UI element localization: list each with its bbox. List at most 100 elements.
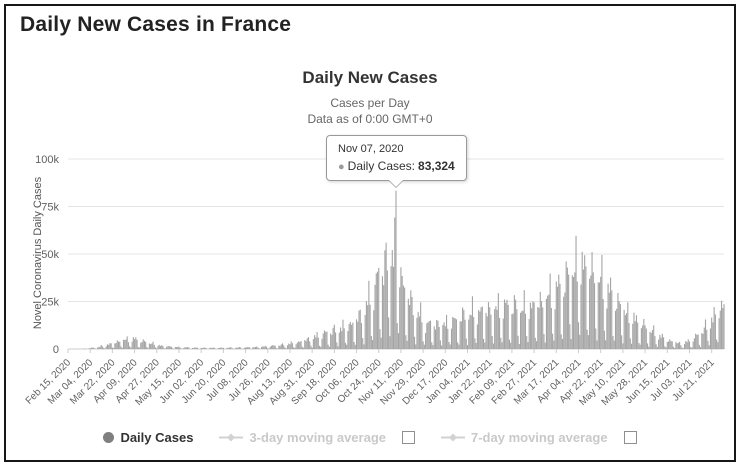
- bar[interactable]: [434, 329, 437, 349]
- bar[interactable]: [708, 345, 710, 349]
- bar[interactable]: [712, 322, 714, 349]
- bar[interactable]: [591, 252, 593, 349]
- bar[interactable]: [191, 348, 194, 349]
- bar[interactable]: [314, 335, 316, 349]
- bar[interactable]: [278, 345, 280, 349]
- bar[interactable]: [388, 317, 390, 349]
- bar[interactable]: [464, 319, 466, 349]
- bar[interactable]: [402, 285, 404, 349]
- bar[interactable]: [109, 343, 111, 349]
- bar[interactable]: [550, 307, 552, 349]
- bar[interactable]: [135, 337, 137, 349]
- bar[interactable]: [462, 307, 464, 349]
- bar[interactable]: [487, 302, 490, 349]
- bar[interactable]: [392, 266, 395, 349]
- bar[interactable]: [423, 344, 425, 349]
- bar[interactable]: [364, 314, 366, 349]
- bar[interactable]: [622, 343, 624, 349]
- bar[interactable]: [142, 339, 144, 349]
- bar[interactable]: [275, 348, 277, 349]
- bar[interactable]: [299, 341, 301, 349]
- bar[interactable]: [722, 307, 724, 349]
- bar[interactable]: [653, 325, 655, 349]
- legend-item-3day-avg[interactable]: 3-day moving average: [219, 430, 415, 445]
- bar[interactable]: [161, 345, 163, 349]
- bar[interactable]: [450, 328, 453, 349]
- bar[interactable]: [300, 340, 302, 349]
- bar[interactable]: [351, 324, 353, 349]
- bar[interactable]: [661, 333, 663, 349]
- bar[interactable]: [632, 323, 634, 349]
- bar[interactable]: [659, 334, 661, 349]
- bar[interactable]: [395, 190, 397, 349]
- bar[interactable]: [214, 347, 216, 349]
- bar[interactable]: [640, 328, 642, 349]
- bar[interactable]: [696, 334, 698, 349]
- bar[interactable]: [563, 296, 565, 349]
- bar[interactable]: [623, 309, 625, 349]
- bar[interactable]: [88, 348, 90, 349]
- bar[interactable]: [394, 217, 396, 349]
- bar[interactable]: [100, 345, 102, 349]
- bar[interactable]: [240, 347, 242, 349]
- bar[interactable]: [416, 317, 418, 349]
- bar[interactable]: [130, 347, 132, 349]
- bar[interactable]: [524, 313, 527, 349]
- bar[interactable]: [649, 331, 651, 349]
- bar[interactable]: [685, 341, 687, 349]
- bar[interactable]: [442, 324, 444, 349]
- bar[interactable]: [592, 272, 594, 349]
- bar[interactable]: [375, 273, 377, 349]
- bar[interactable]: [397, 333, 400, 349]
- bar[interactable]: [512, 313, 514, 349]
- bar[interactable]: [307, 337, 309, 349]
- bar[interactable]: [330, 333, 332, 350]
- bar[interactable]: [327, 344, 329, 349]
- bar[interactable]: [158, 344, 160, 349]
- bar[interactable]: [101, 346, 104, 349]
- bar[interactable]: [680, 345, 682, 349]
- bar[interactable]: [404, 287, 406, 349]
- bar[interactable]: [558, 274, 560, 349]
- bar[interactable]: [660, 337, 662, 349]
- bar[interactable]: [169, 346, 171, 349]
- bar[interactable]: [686, 342, 688, 349]
- bar[interactable]: [439, 340, 441, 349]
- bar[interactable]: [399, 287, 401, 349]
- bar[interactable]: [679, 341, 681, 349]
- bar[interactable]: [283, 345, 285, 349]
- bar[interactable]: [209, 348, 211, 349]
- bar[interactable]: [644, 325, 646, 349]
- bar[interactable]: [438, 326, 440, 349]
- bar[interactable]: [465, 338, 467, 349]
- bar[interactable]: [390, 266, 392, 349]
- bar[interactable]: [365, 301, 367, 349]
- bar[interactable]: [386, 270, 388, 349]
- bar[interactable]: [258, 348, 260, 349]
- bar[interactable]: [516, 309, 518, 349]
- bar[interactable]: [613, 340, 615, 349]
- bar[interactable]: [555, 281, 557, 349]
- bar[interactable]: [611, 290, 613, 349]
- bar[interactable]: [342, 319, 344, 349]
- bar[interactable]: [222, 347, 224, 349]
- bar[interactable]: [491, 335, 493, 349]
- bar[interactable]: [584, 255, 586, 349]
- bar[interactable]: [618, 301, 620, 349]
- bar[interactable]: [479, 311, 481, 349]
- bar[interactable]: [296, 342, 298, 349]
- bar[interactable]: [531, 308, 533, 349]
- bar[interactable]: [672, 346, 674, 349]
- bar[interactable]: [545, 298, 547, 349]
- bar[interactable]: [648, 346, 650, 349]
- bar[interactable]: [265, 346, 268, 349]
- bar[interactable]: [505, 302, 507, 349]
- bar[interactable]: [507, 304, 509, 349]
- bar[interactable]: [569, 324, 571, 349]
- bar[interactable]: [718, 318, 720, 349]
- bar[interactable]: [370, 335, 372, 349]
- bar[interactable]: [231, 347, 233, 349]
- bar[interactable]: [519, 312, 522, 349]
- bar[interactable]: [527, 341, 529, 349]
- bar[interactable]: [494, 309, 496, 349]
